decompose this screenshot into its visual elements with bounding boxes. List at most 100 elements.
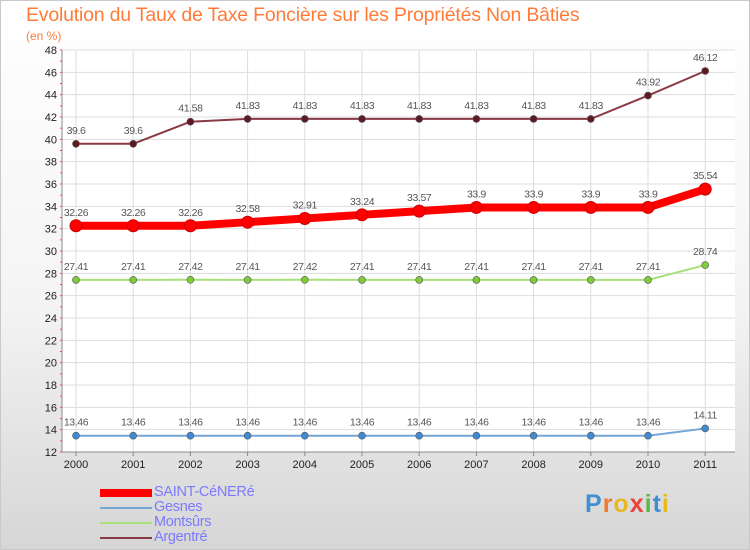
series-line-saint-c-ner- [72,185,710,230]
y-tick-label: 26 [45,291,57,303]
x-tick-label: 2000 [64,459,88,471]
data-point [415,276,424,284]
series-line-argentr- [75,69,707,145]
data-label: 41.83 [293,100,318,112]
y-tick-label: 28 [45,268,57,280]
data-point [701,67,710,75]
data-point [415,431,424,440]
data-label: 13.46 [521,417,546,429]
data-label: 13.46 [178,417,203,429]
data-point [584,200,598,214]
data-label: 41.83 [235,100,260,112]
data-label: 32.26 [121,207,146,219]
data-label: 13.46 [464,417,489,429]
y-tick-label: 16 [45,402,57,414]
x-tick-label: 2001 [121,459,145,471]
y-tick-label: 40 [45,134,57,146]
legend-item: Gesnes [100,500,254,515]
x-tick-label: 2002 [178,459,202,471]
y-tick-label: 22 [45,335,57,347]
data-label: 27.42 [178,261,203,273]
data-point [243,431,252,440]
data-label: 27.41 [636,261,661,273]
series-line-gesnes [75,427,707,437]
data-point [72,431,80,440]
x-tick-label: 2004 [293,459,317,471]
y-tick-label: 32 [45,224,57,236]
data-point [72,140,80,148]
data-point [243,276,252,284]
unit-label: (en %) [26,29,62,43]
legend-swatch [100,536,152,539]
data-point [129,431,137,440]
data-label: 33.9 [581,188,600,200]
data-point [644,276,652,284]
data-point [186,117,195,126]
data-point [644,91,652,100]
data-point [129,276,137,284]
data-label: 13.46 [235,417,260,429]
data-point [358,431,366,440]
data-label: 27.41 [121,261,146,273]
data-label: 33.9 [524,188,543,200]
data-label: 33.24 [350,196,375,208]
data-point [183,219,197,233]
y-tick-label: 12 [45,447,57,459]
data-point [300,431,309,440]
data-label: 41.83 [521,100,546,112]
data-label: 27.41 [407,261,432,273]
data-label: 32.26 [178,207,203,219]
data-label: 39.6 [124,125,143,137]
data-point [529,115,538,123]
data-label: 27.41 [235,261,260,273]
logo-letter: x [629,490,645,518]
data-point [241,215,255,229]
y-tick-label: 48 [45,45,57,57]
data-point [586,276,595,284]
logo-letter: P [585,490,603,518]
data-label: 13.46 [636,417,661,429]
x-tick-label: 2005 [350,459,374,471]
data-point [412,204,426,218]
y-tick-label: 18 [45,380,57,392]
data-label: 32.58 [235,203,260,215]
legend-swatch [100,521,152,524]
data-label: 13.46 [293,417,318,429]
data-point [641,200,655,214]
data-point [72,276,80,284]
data-point [186,431,195,440]
y-tick-label: 24 [45,313,57,325]
data-point [586,431,595,440]
data-label: 33.9 [639,188,658,200]
legend: SAINT-CéNERé Gesnes Montsûrs Argentré [100,484,255,545]
data-label: 27.41 [521,261,546,273]
data-label: 28.74 [693,246,718,258]
data-point [701,424,710,433]
data-label: 46.12 [693,52,718,64]
data-point [698,182,712,196]
data-point [243,115,252,123]
data-point [644,431,652,440]
logo-letter: t [652,490,662,518]
legend-label: SAINT-CéNERé [154,484,255,500]
legend-swatch [100,488,152,497]
logo-letter: o [613,490,630,518]
data-label: 32.26 [64,207,89,219]
legend-item: SAINT-CéNERé [100,484,255,500]
data-point [472,276,481,284]
logo-letter: i [661,490,670,518]
y-tick-label: 14 [45,425,57,437]
data-label: 33.57 [407,192,432,204]
data-point [701,261,710,269]
data-point [300,115,309,123]
data-point [586,115,595,123]
data-label: 33.9 [467,188,486,200]
data-label: 14.11 [693,409,717,421]
legend-label: Montsûrs [154,514,212,530]
data-point [300,276,309,284]
data-label: 27.41 [64,261,89,273]
data-point [355,208,369,222]
data-point [186,276,195,284]
legend-item: Montsûrs [100,515,254,530]
